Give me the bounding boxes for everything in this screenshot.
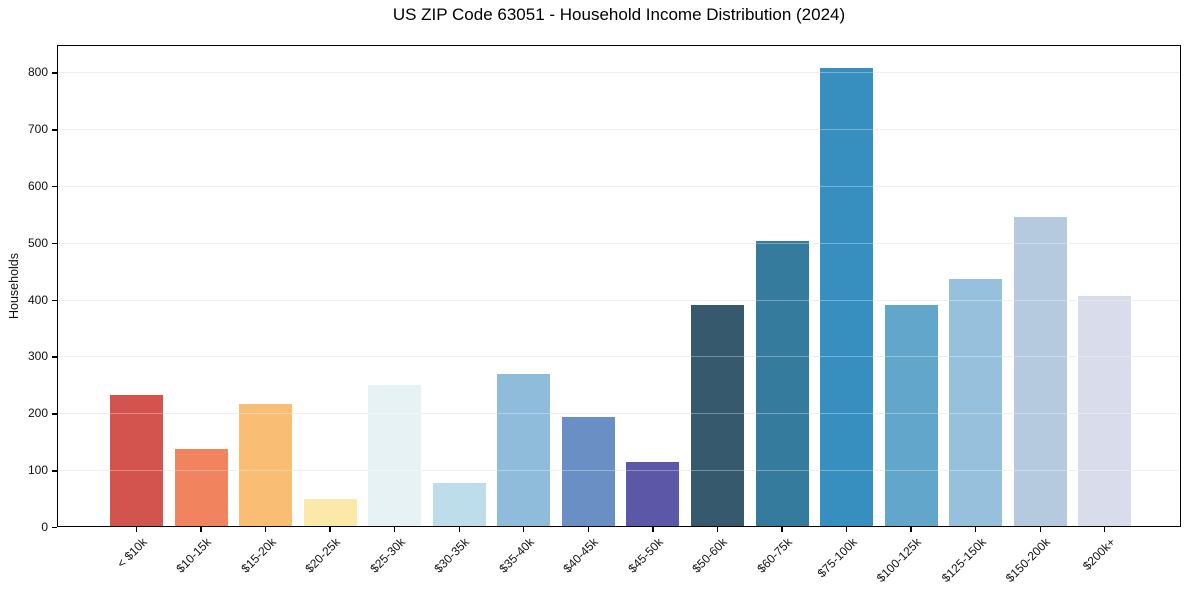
y-tick-label: 600: [27, 178, 48, 193]
y-tick-label: 100: [27, 463, 48, 478]
y-tick-mark: [52, 356, 57, 358]
gridline: [57, 242, 1181, 244]
gridline: [57, 72, 1181, 74]
bar-10k: [110, 395, 163, 527]
y-axis-label: Households: [7, 252, 21, 320]
bar-20-25k: [303, 498, 357, 527]
bar-15-20k: [239, 403, 293, 527]
x-tick-mark: [1104, 527, 1106, 532]
x-tick-label: $10-15k: [173, 535, 214, 576]
x-tick-label: $30-35k: [431, 535, 473, 576]
y-tick-mark: [52, 242, 57, 245]
y-tick-label: 800: [27, 65, 48, 80]
y-tick-mark: [52, 129, 57, 131]
gridline: [57, 299, 1181, 301]
x-tick-mark: [264, 527, 267, 532]
bar-35-40k: [497, 374, 551, 527]
gridline-overlay: [57, 299, 1181, 301]
bar-150-200k: [1013, 216, 1067, 527]
bar-200k: [1078, 296, 1132, 527]
y-tick-mark: [52, 72, 57, 74]
x-tick-label: $35-40k: [496, 535, 537, 576]
x-tick-mark: [1039, 527, 1041, 532]
y-tick-mark: [52, 470, 57, 472]
gridline: [57, 413, 1181, 415]
gridline-overlay: [57, 413, 1181, 415]
gridline-overlay: [57, 356, 1181, 358]
gridline: [57, 185, 1181, 187]
gridline: [57, 470, 1181, 472]
gridline: [57, 356, 1181, 358]
x-tick-mark: [200, 527, 202, 532]
plot-area: [57, 45, 1181, 527]
bar-45-50k: [626, 461, 680, 527]
x-tick-label: $25-30k: [367, 535, 408, 576]
x-tick-label: $125-150k: [938, 535, 989, 586]
y-tick-label: 200: [27, 406, 48, 421]
x-tick-mark: [587, 527, 590, 532]
y-tick-mark: [52, 299, 57, 302]
y-tick-label: 300: [27, 349, 48, 364]
bar-60-75k: [755, 240, 809, 527]
gridline-overlay: [57, 129, 1181, 131]
gridline-overlay: [57, 242, 1181, 244]
y-tick-mark: [52, 527, 57, 529]
x-tick-label: $45-50k: [625, 535, 666, 576]
bar-30-35k: [432, 483, 486, 527]
x-tick-label: $40-45k: [560, 535, 602, 576]
x-tick-mark: [974, 527, 977, 532]
y-tick-mark: [52, 185, 57, 188]
gridline-overlay: [57, 185, 1181, 187]
x-tick-mark: [394, 527, 396, 532]
bar-75-100k: [820, 67, 874, 527]
bar-125-150k: [949, 278, 1003, 527]
x-tick-label: $100-125k: [873, 535, 924, 586]
x-tick-mark: [845, 527, 848, 532]
x-tick-mark: [523, 527, 525, 532]
y-tick-label: 700: [27, 122, 48, 137]
y-tick-label: 500: [27, 235, 48, 250]
x-tick-mark: [716, 527, 719, 532]
bar-10-15k: [174, 449, 228, 527]
x-tick-mark: [781, 527, 783, 532]
x-tick-label: < $10k: [113, 535, 150, 571]
x-tick-label: $60-75k: [754, 535, 795, 576]
x-tick-mark: [135, 527, 138, 532]
x-tick-label: $200k+: [1079, 535, 1118, 573]
gridline-overlay: [57, 72, 1181, 74]
gridline-overlay: [57, 470, 1181, 472]
x-tick-mark: [329, 527, 331, 532]
bar-25-30k: [368, 385, 422, 527]
x-tick-mark: [458, 527, 460, 532]
y-tick-label: 0: [41, 520, 48, 534]
y-tick-label: 400: [27, 292, 48, 307]
x-tick-label: $75-100k: [814, 535, 860, 581]
bar-100-125k: [884, 305, 938, 527]
chart-title: US ZIP Code 63051 - Household Income Dis…: [392, 5, 846, 24]
x-tick-mark: [910, 527, 912, 532]
x-tick-label: $150-200k: [1003, 535, 1054, 586]
x-tick-label: $50-60k: [689, 535, 731, 576]
x-tick-label: $20-25k: [302, 535, 344, 576]
y-tick-mark: [52, 413, 57, 415]
bar-40-45k: [561, 417, 615, 527]
gridline: [57, 129, 1181, 131]
x-tick-label: $15-20k: [237, 535, 279, 576]
x-tick-mark: [652, 527, 654, 532]
bar-50-60k: [690, 305, 744, 527]
